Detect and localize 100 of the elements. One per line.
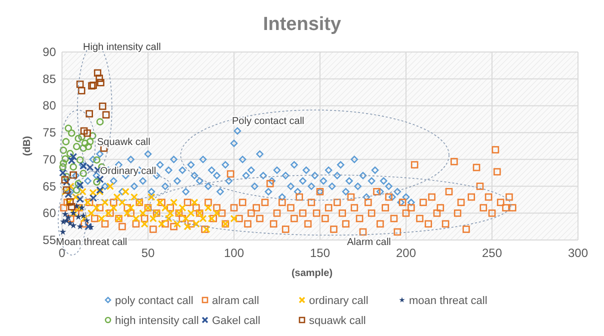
point: [83, 217, 90, 224]
y-tick-label: 60: [42, 206, 56, 220]
x-tick-label: 200: [396, 246, 416, 260]
annotation: Moan threat call: [56, 237, 128, 248]
point: [204, 204, 212, 212]
point: [64, 124, 72, 132]
point: [62, 178, 70, 186]
point: [59, 169, 67, 177]
point: [96, 176, 104, 184]
point: [101, 198, 109, 206]
point: [81, 140, 89, 147]
chart-title: Intensity: [262, 14, 342, 35]
y-tick-label: 85: [42, 72, 56, 86]
y-tick-label: 75: [42, 126, 56, 140]
point: [192, 220, 200, 228]
point: [62, 155, 69, 163]
point: [86, 138, 94, 146]
point: [72, 142, 80, 150]
point: [70, 163, 77, 171]
legend-label: high intensity call: [115, 315, 199, 327]
point: [62, 210, 69, 218]
point: [60, 146, 68, 154]
annotation: Poly contact call: [232, 116, 304, 127]
point: [70, 171, 77, 179]
point: [213, 209, 221, 217]
point: [102, 111, 110, 118]
point: [86, 110, 93, 118]
point: [130, 193, 138, 201]
point: [68, 129, 76, 137]
y-tick-label: 55: [42, 233, 56, 247]
legend-label: moan threat call: [409, 295, 488, 307]
annotation: High intensity call: [83, 42, 161, 53]
y-tick-label: 70: [42, 152, 56, 166]
y-tick-label: 90: [42, 45, 56, 59]
point: [80, 214, 88, 222]
point: [78, 188, 86, 196]
point: [64, 214, 72, 220]
point: [60, 160, 68, 167]
point: [178, 204, 186, 212]
x-tick-label: 300: [568, 246, 588, 260]
point: [76, 222, 84, 230]
point: [62, 172, 70, 180]
point: [66, 220, 74, 226]
point: [59, 228, 66, 235]
point: [106, 182, 114, 190]
point: [96, 118, 104, 126]
point: [84, 129, 91, 137]
x-tick-label: 250: [482, 246, 502, 260]
y-tick-label: 80: [42, 98, 56, 113]
point: [190, 198, 198, 206]
point: [78, 204, 86, 211]
point: [76, 156, 84, 164]
x-tick-label: 150: [310, 246, 330, 260]
point: [132, 214, 140, 222]
annotation: Alarm call: [347, 237, 391, 248]
point: [90, 194, 98, 202]
point: [97, 78, 104, 86]
point: [84, 142, 92, 150]
point: [94, 69, 102, 77]
y-tick-label: 65: [42, 179, 56, 194]
point: [184, 222, 192, 230]
point: [173, 220, 182, 228]
point: [74, 213, 82, 220]
point: [182, 214, 190, 222]
point: [92, 204, 100, 212]
point: [113, 193, 121, 201]
point: [98, 102, 106, 110]
point: [122, 188, 130, 196]
point: [93, 178, 100, 186]
legend-label: alram call: [212, 295, 260, 307]
point: [80, 127, 88, 135]
point: [76, 195, 84, 203]
x-tick-label: 0: [58, 246, 66, 260]
point: [68, 203, 76, 210]
point: [118, 198, 126, 206]
annotation: Squawk call: [97, 137, 150, 148]
point: [59, 163, 67, 171]
point: [72, 186, 80, 194]
point: [62, 138, 70, 146]
point: [139, 209, 147, 217]
point: [78, 133, 86, 141]
point: [66, 182, 74, 190]
point: [74, 134, 82, 142]
point: [98, 214, 106, 222]
point: [70, 152, 78, 161]
legend-label: ordinary call: [309, 295, 368, 307]
point: [70, 222, 77, 228]
point: [72, 193, 80, 201]
y-axis-title: (dB): [22, 136, 33, 156]
point: [93, 156, 100, 164]
point: [66, 150, 74, 158]
point: [80, 212, 87, 219]
point: [140, 220, 148, 228]
point: [80, 144, 87, 152]
point: [148, 193, 156, 201]
point: [88, 132, 96, 140]
point: [84, 222, 92, 230]
x-tick-label: 50: [141, 246, 155, 260]
point: [161, 204, 169, 212]
point: [78, 87, 86, 94]
